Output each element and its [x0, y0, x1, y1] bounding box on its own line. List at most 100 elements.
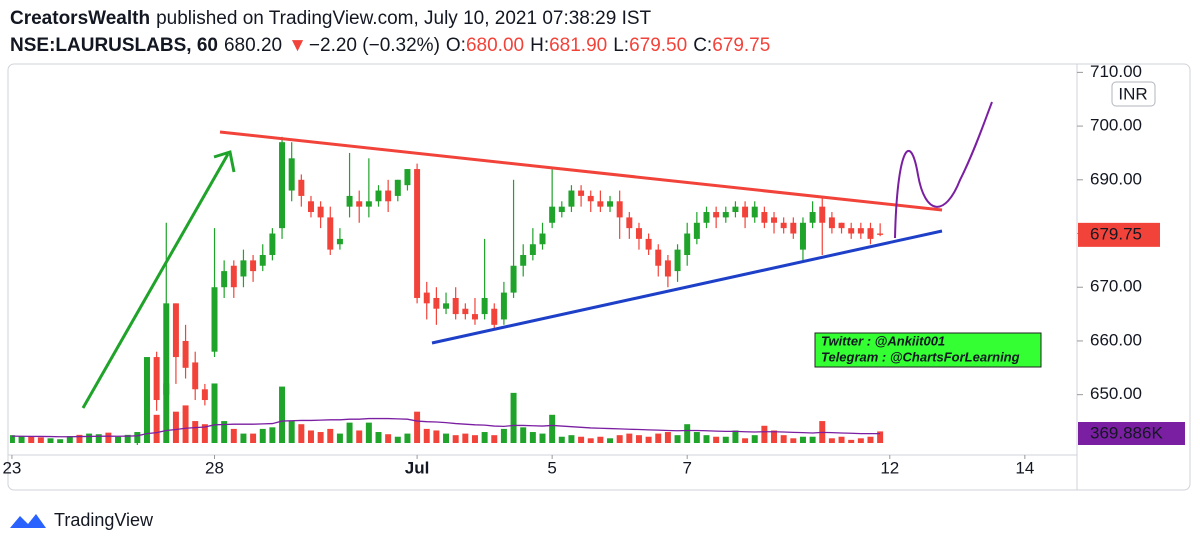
volume-bar	[143, 396, 150, 443]
candle-body	[452, 297, 459, 315]
candle-body	[616, 201, 623, 218]
candle-body	[664, 260, 671, 277]
x-tick-label: 7	[682, 458, 691, 477]
candle-body	[433, 297, 440, 309]
volume-bar	[722, 436, 729, 443]
change: −2.20 (−0.32%)	[308, 35, 440, 56]
volume-bar	[221, 421, 228, 443]
volume-bar	[385, 434, 392, 443]
volume-bar	[500, 428, 507, 443]
logo-icon	[10, 514, 46, 528]
volume-bar	[626, 433, 633, 443]
volume-layer	[10, 383, 884, 443]
candle-body	[143, 357, 150, 406]
volume-bar	[433, 430, 440, 443]
projection-curve	[894, 101, 993, 239]
candle-body	[742, 206, 749, 218]
candle-body	[674, 249, 681, 272]
candle-body	[414, 169, 421, 298]
author: CreatorsWealth	[10, 8, 151, 29]
volume-bar	[404, 433, 411, 443]
l-label: L:	[613, 35, 630, 56]
volume-bar	[693, 432, 700, 443]
volume-bar	[857, 438, 864, 443]
candle-body	[443, 303, 450, 309]
volume-bar	[259, 428, 266, 443]
volume-bar	[664, 432, 671, 443]
candle-body	[722, 212, 729, 218]
currency: INR	[1118, 84, 1147, 103]
candle-body	[48, 475, 54, 480]
h-label: H:	[530, 35, 550, 56]
volume-bar	[742, 438, 749, 443]
candle-body	[529, 244, 536, 255]
volume-bar	[172, 411, 179, 443]
volume-bar	[240, 433, 247, 443]
candle-body	[462, 308, 469, 315]
volume-bar	[684, 424, 691, 443]
candle-body	[279, 142, 286, 229]
social-box	[814, 332, 1042, 368]
volume-bar	[597, 436, 604, 443]
volume-bar	[394, 436, 401, 443]
volume-bar	[124, 434, 131, 443]
volume-bar	[771, 430, 778, 443]
candle-body	[163, 303, 170, 395]
y-tick-label: 690.00	[1090, 169, 1142, 188]
l: 679.50	[629, 35, 688, 56]
volume-bar	[57, 439, 64, 443]
volume-bar	[28, 436, 35, 443]
price: 680.20	[223, 35, 283, 56]
volume-bar	[558, 436, 565, 443]
candle-body	[38, 475, 44, 480]
brand: TradingView	[54, 510, 154, 530]
volume-bar	[838, 436, 845, 443]
volume-bar	[298, 424, 305, 443]
candle-body	[76, 464, 82, 469]
volume-bar	[250, 433, 257, 443]
candle-body	[404, 169, 411, 186]
x-tick-label: 12	[880, 458, 899, 477]
candle-body	[549, 206, 556, 223]
candle-body	[153, 357, 160, 401]
candle-body	[790, 222, 797, 234]
candle-body	[655, 249, 662, 266]
social-text: Telegram : @ChartsForLearning	[821, 349, 1020, 364]
volume-bar	[568, 435, 575, 443]
volume-bar	[18, 436, 25, 443]
candle-body	[269, 233, 276, 255]
candle-body	[626, 217, 633, 229]
candle-body	[510, 265, 517, 293]
volume-bar	[703, 435, 710, 443]
volume-bar	[47, 438, 54, 443]
candle-body	[848, 228, 855, 234]
volume-bar	[346, 422, 353, 443]
volume-bar	[828, 438, 835, 443]
candle-body	[809, 212, 816, 223]
volume-tag-label: 369.886K	[1090, 423, 1163, 442]
volume-bar	[713, 436, 720, 443]
candle-body	[771, 217, 778, 223]
candle-body	[192, 362, 199, 390]
y-tick-label: 700.00	[1090, 116, 1142, 135]
volume-bar	[607, 438, 614, 443]
candle-body	[134, 448, 140, 453]
volume-bar	[105, 432, 112, 443]
volume-bar	[375, 432, 382, 443]
candle-body	[385, 190, 392, 202]
up-arrow	[81, 150, 236, 409]
candle-body	[471, 314, 478, 320]
volume-tag	[1078, 422, 1185, 445]
candle-body	[346, 195, 353, 207]
candle-body	[423, 292, 430, 304]
candle-body	[307, 201, 314, 213]
candle-body	[635, 228, 642, 239]
volume-bar	[867, 436, 874, 443]
volume-bar	[414, 411, 421, 443]
candle-body	[115, 459, 121, 464]
volume-bar	[443, 433, 450, 443]
candle-body	[780, 222, 787, 229]
candle-body	[105, 459, 111, 464]
